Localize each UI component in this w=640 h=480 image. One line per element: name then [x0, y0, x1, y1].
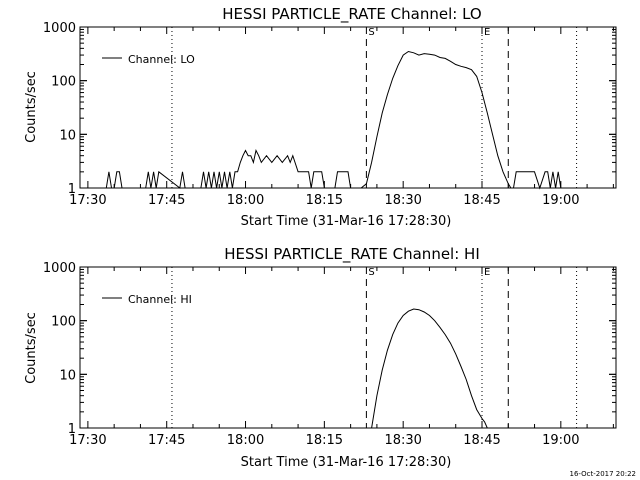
chart-title: HESSI PARTICLE_RATE Channel: LO [222, 5, 481, 24]
x-tick-label: 18:00 [227, 433, 264, 448]
y-tick-label: 1000 [43, 261, 76, 276]
x-tick-label: 18:30 [384, 433, 421, 448]
y-tick-label: 100 [51, 75, 76, 90]
marker-label: S [368, 267, 374, 278]
x-tick-label: 19:00 [542, 433, 579, 448]
plot-frame [79, 26, 617, 189]
chart-title: HESSI PARTICLE_RATE Channel: HI [224, 245, 480, 264]
x-tick-label: 18:45 [463, 193, 500, 208]
y-tick-label: 10 [59, 128, 76, 143]
x-tick-label: 18:45 [463, 433, 500, 448]
marker-label: E [484, 27, 490, 38]
y-tick-label: 10 [59, 368, 76, 383]
y-axis-label: Counts/sec [24, 71, 39, 143]
y-tick-label: 1000 [43, 21, 76, 36]
x-tick-label: 18:00 [227, 193, 264, 208]
footer-timestamp: 16-Oct-2017 20:22 [570, 470, 636, 478]
legend-label: Channel: HI [128, 293, 192, 306]
plot-frame [79, 266, 617, 429]
y-tick-label: 1 [68, 422, 76, 437]
marker-label: E [484, 267, 490, 278]
x-axis-label: Start Time (31-Mar-16 17:28:30) [241, 455, 452, 470]
chart-hi: HESSI PARTICLE_RATE Channel: HI Counts/s… [24, 245, 617, 470]
x-tick-label: 19:00 [542, 193, 579, 208]
y-tick-label: 100 [51, 315, 76, 330]
x-tick-label: 17:45 [148, 193, 185, 208]
marker-label: S [368, 27, 374, 38]
legend-label: Channel: LO [128, 53, 195, 66]
series-line [80, 50, 616, 190]
x-tick-label: 17:45 [148, 433, 185, 448]
y-tick-label: 1 [68, 182, 76, 197]
x-tick-label: 18:30 [384, 193, 421, 208]
x-axis-label: Start Time (31-Mar-16 17:28:30) [241, 214, 452, 229]
x-tick-label: 17:30 [69, 193, 106, 208]
y-axis-label: Counts/sec [24, 312, 39, 384]
chart-lo: HESSI PARTICLE_RATE Channel: LO Counts/s… [24, 5, 617, 229]
x-tick-label: 18:15 [306, 433, 343, 448]
x-tick-label: 18:15 [306, 193, 343, 208]
x-tick-label: 17:30 [69, 433, 106, 448]
series-line [371, 308, 488, 429]
